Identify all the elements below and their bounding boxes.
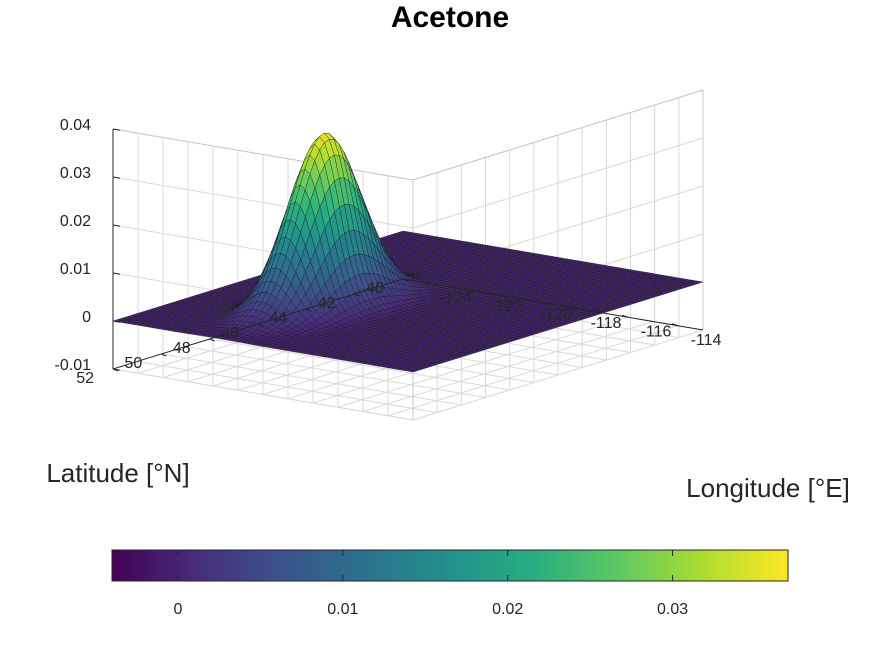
z-tick-mark xyxy=(112,272,121,275)
x-tick-mark xyxy=(621,314,629,318)
z-tick-mark xyxy=(112,224,121,227)
grid-line xyxy=(209,338,510,391)
grid-line xyxy=(161,353,462,406)
x-axis-line xyxy=(402,278,704,331)
z-tick-label: 0.03 xyxy=(60,165,91,182)
grid-line xyxy=(137,361,438,413)
x-tick-mark xyxy=(671,323,679,327)
x-tick-label: -124 xyxy=(440,289,472,306)
x-tick-mark xyxy=(471,289,479,293)
y-tick-mark xyxy=(209,338,215,342)
x-tick-mark xyxy=(571,306,579,310)
colorbar: 0 0.01 0.02 0.03 xyxy=(111,549,789,618)
box-edge xyxy=(412,89,704,181)
z-tick-label: -0.01 xyxy=(55,357,92,374)
y-tick-label: 46 xyxy=(221,325,239,342)
x-tick-label: -120 xyxy=(540,306,572,323)
chart-title: Acetone xyxy=(391,1,509,34)
colorbar-tick-label: 0.02 xyxy=(492,601,523,618)
y-tick-mark xyxy=(112,368,119,372)
y-tick-label: 44 xyxy=(270,310,288,327)
y-tick-label: 42 xyxy=(318,295,336,312)
surface-mesh xyxy=(112,132,704,373)
y-tick-mark xyxy=(354,293,360,297)
z-tick-mark xyxy=(112,320,121,323)
y-tick-label: 52 xyxy=(76,370,94,387)
surface-patch xyxy=(693,280,704,284)
z-tick-mark xyxy=(112,128,121,131)
box-edge xyxy=(112,128,414,181)
colorbar-tick-label: 0.03 xyxy=(657,601,688,618)
z-tick-label: 0.04 xyxy=(60,117,91,134)
colorbar-tick-label: 0.01 xyxy=(327,601,358,618)
z-tick-label: 0.02 xyxy=(60,213,91,230)
x-tick-label: -114 xyxy=(691,332,722,349)
grid-line xyxy=(112,368,414,421)
grid-line xyxy=(185,346,486,398)
z-tick-mark xyxy=(112,176,121,179)
axis-ticks: -0.01 0 0.01 0.02 0.03 0.04 40 42 44 46 48 50 52 -124… xyxy=(55,117,722,387)
x-axis-label: Longitude [°E] xyxy=(686,473,850,503)
y-tick-label: 48 xyxy=(173,340,191,357)
colorbar-gradient xyxy=(111,549,789,582)
y-tick-label: 50 xyxy=(125,355,143,372)
x-tick-mark xyxy=(521,297,529,301)
colorbar-tick-label: 0 xyxy=(173,601,182,618)
z-tick-label: 0.01 xyxy=(60,261,91,278)
y-axis-label: Latitude [°N] xyxy=(46,458,189,488)
y-tick-mark xyxy=(257,323,264,327)
x-tick-mark xyxy=(421,280,429,284)
y-tick-label: 40 xyxy=(366,280,384,297)
y-tick-mark xyxy=(306,308,312,312)
x-tick-label: -116 xyxy=(641,323,672,340)
z-tick-label: 0 xyxy=(82,309,91,326)
y-tick-mark xyxy=(161,353,167,357)
x-tick-label: -122 xyxy=(490,298,522,315)
x-tick-label: -118 xyxy=(591,315,622,332)
